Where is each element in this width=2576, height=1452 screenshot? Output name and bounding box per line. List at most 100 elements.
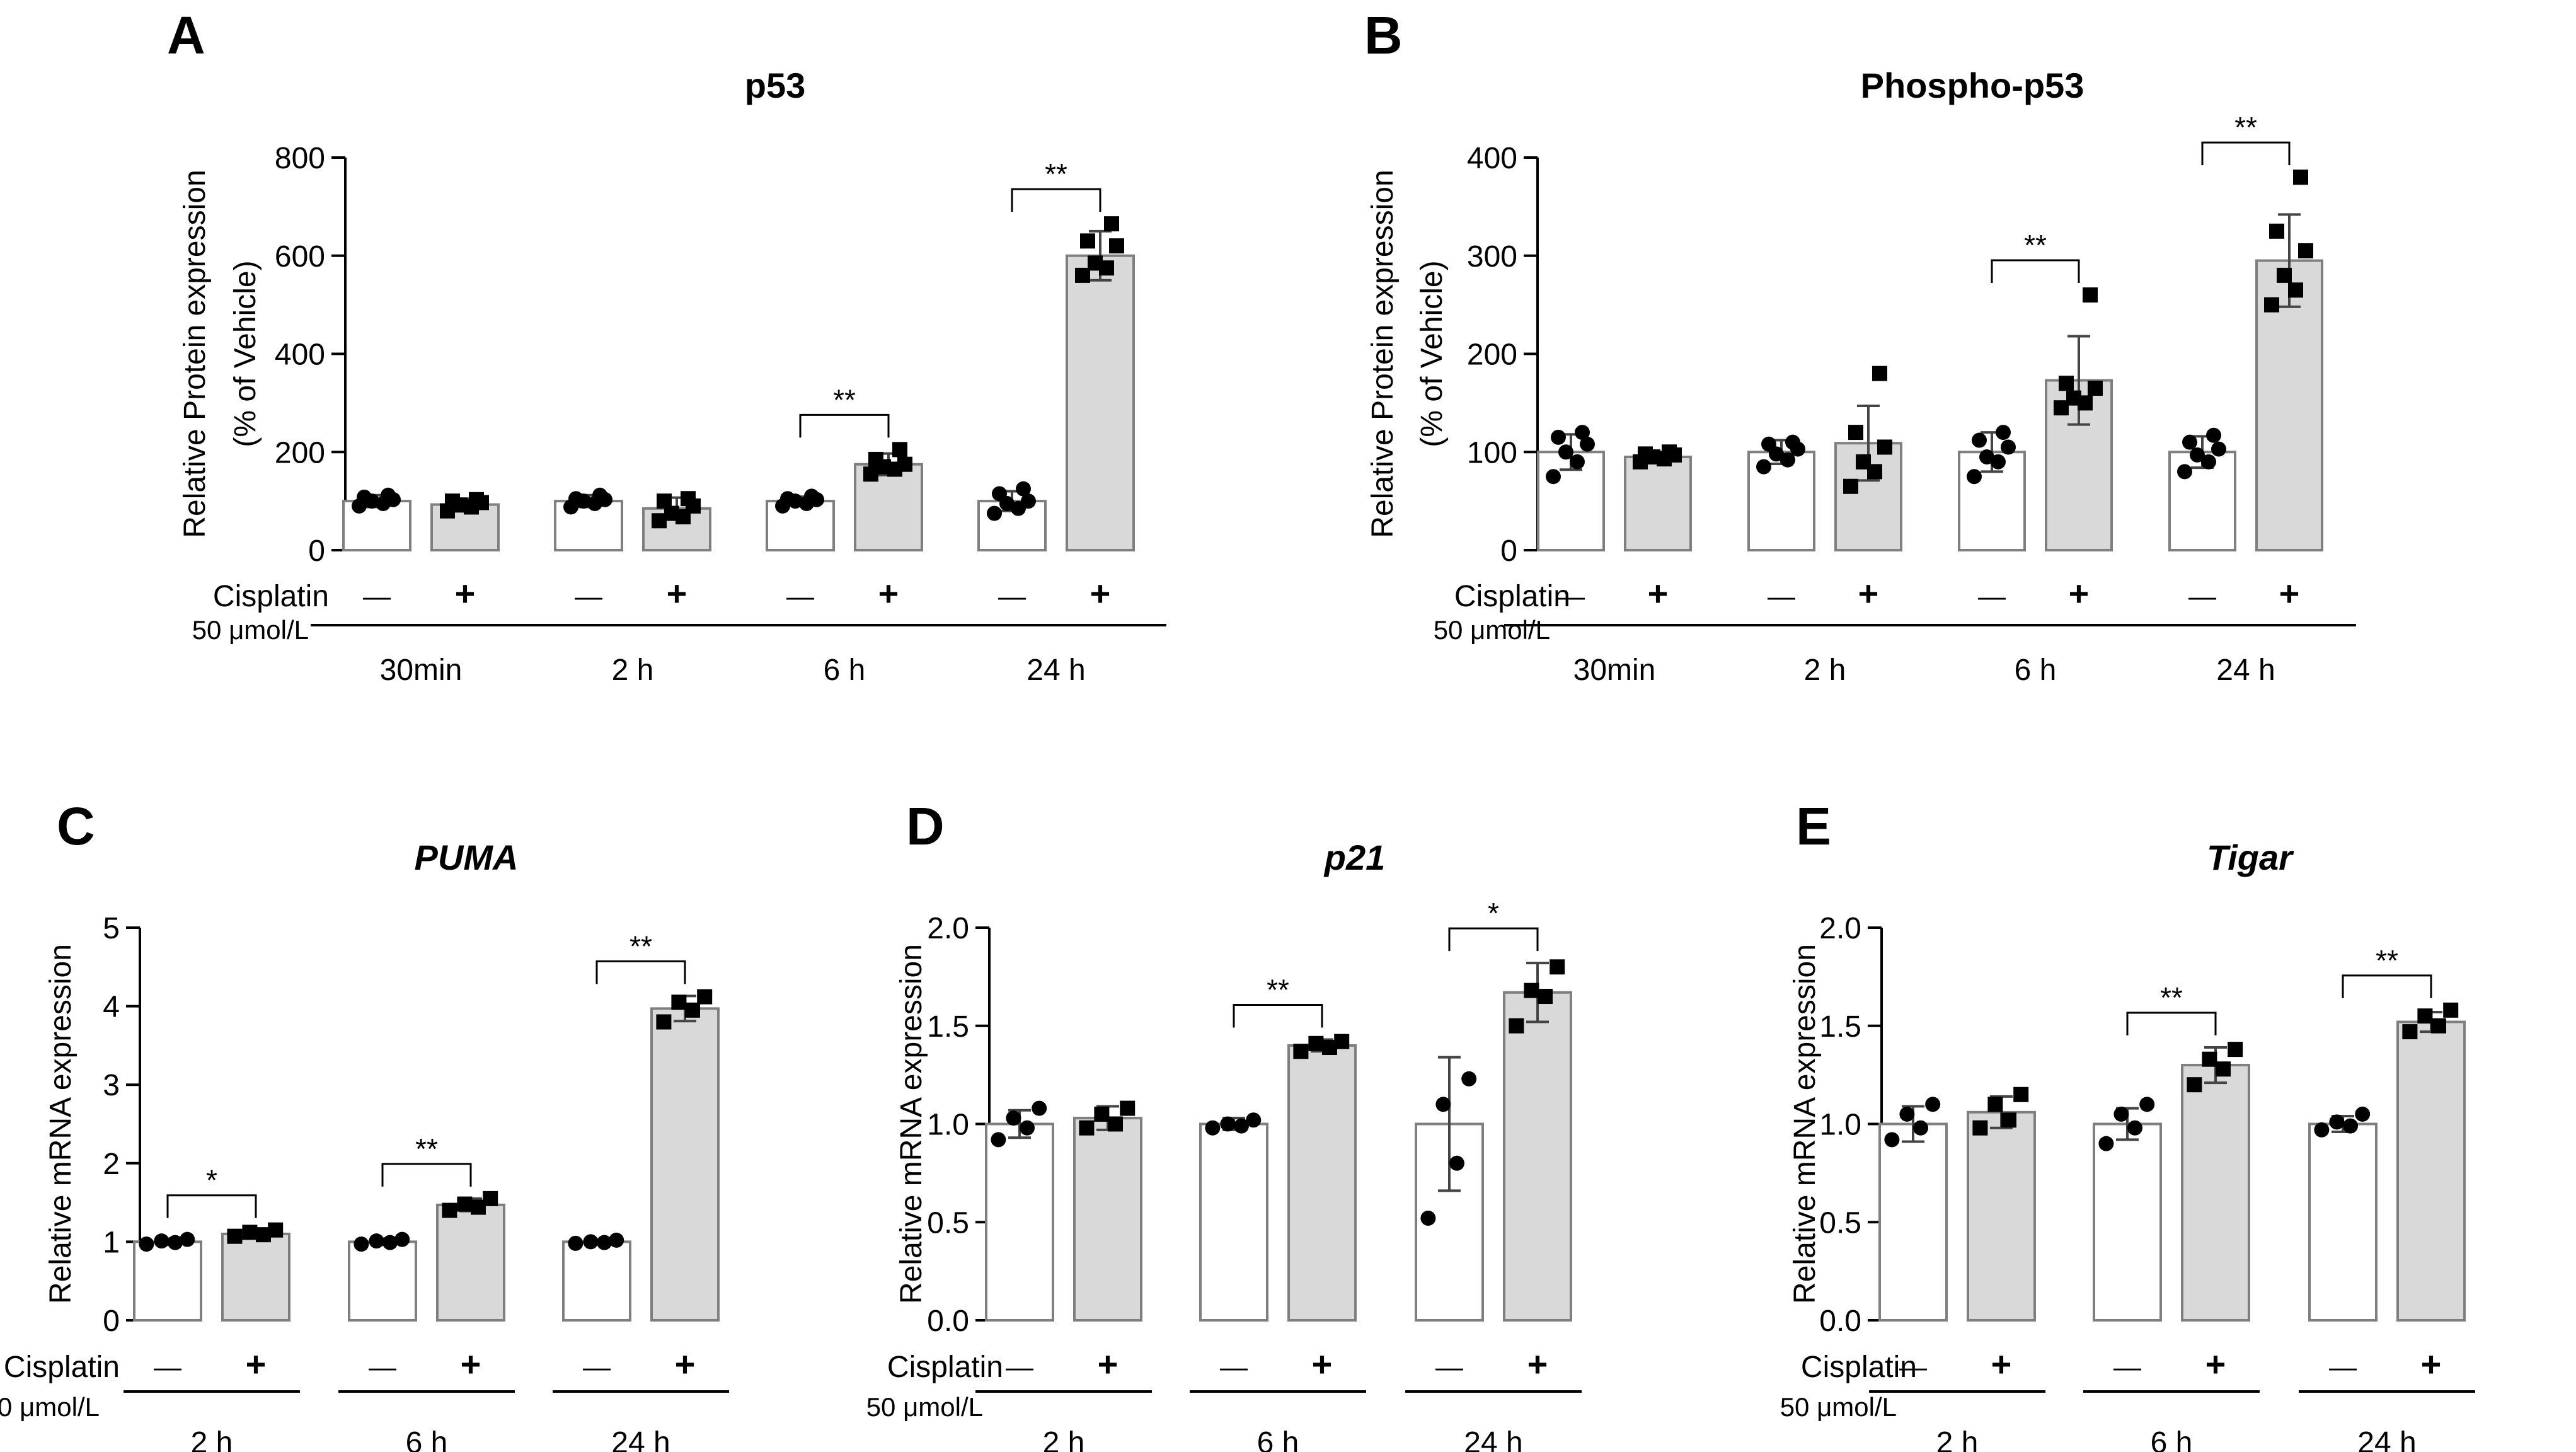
significance-bracket	[1233, 1004, 1323, 1028]
y-axis-label: Relative Protein expression	[178, 170, 212, 538]
data-point-vehicle	[154, 1233, 170, 1249]
data-point-vehicle	[2343, 1118, 2358, 1134]
y-tick-label: 0	[1500, 534, 1517, 568]
group-label: 6 h	[824, 654, 866, 687]
data-point-vehicle	[2127, 1120, 2142, 1136]
data-point-vehicle	[1246, 1112, 1262, 1128]
data-point-cisplatin	[2202, 1051, 2217, 1067]
data-point-vehicle	[2201, 454, 2216, 470]
data-point-cisplatin	[2277, 267, 2292, 283]
bar-vehicle	[1878, 1122, 1948, 1322]
data-point-cisplatin	[1638, 446, 1653, 462]
data-point-vehicle	[2001, 439, 2016, 455]
significance-bracket	[595, 960, 686, 984]
data-point-vehicle	[1761, 436, 1776, 452]
bar-vehicle	[1199, 1122, 1268, 1322]
bar-cisplatin	[221, 1232, 290, 1322]
bar-cisplatin	[1066, 254, 1135, 551]
plus-marker: +	[1098, 1344, 1118, 1384]
dose-label: 50 μmol/L	[866, 1392, 983, 1422]
bar-cisplatin	[1073, 1117, 1142, 1322]
y-axis-label: Relative Protein expression	[1366, 170, 1400, 538]
data-point-vehicle	[1205, 1120, 1221, 1136]
treatment-label: Cisplatin	[213, 580, 329, 613]
data-point-cisplatin	[1293, 1044, 1309, 1059]
y-axis-label: Relative mRNA expression	[895, 944, 928, 1304]
plus-marker: +	[1527, 1344, 1548, 1384]
y-tick-label: 2	[103, 1148, 120, 1181]
data-point-cisplatin	[2443, 1002, 2459, 1018]
minus-marker: —	[1978, 581, 2006, 612]
minus-marker: —	[1899, 1352, 1927, 1383]
minus-marker: —	[1006, 1352, 1033, 1383]
data-point-cisplatin	[483, 1190, 498, 1206]
data-point-vehicle	[168, 1235, 183, 1250]
data-point-vehicle	[1780, 452, 1795, 468]
data-point-cisplatin	[671, 994, 687, 1010]
data-point-cisplatin	[2066, 390, 2081, 406]
data-point-vehicle	[180, 1231, 195, 1247]
plus-marker: +	[2205, 1344, 2226, 1384]
panel-letter: C	[57, 797, 95, 856]
data-point-vehicle	[1756, 459, 1771, 475]
chart-title: Phospho-p53	[1861, 66, 2084, 105]
data-point-cisplatin	[657, 493, 672, 509]
data-point-cisplatin	[892, 442, 907, 458]
data-point-vehicle	[2139, 1097, 2155, 1112]
data-point-vehicle	[2206, 427, 2221, 443]
data-point-vehicle	[592, 487, 607, 503]
plus-marker: +	[2069, 573, 2090, 613]
minus-marker: —	[1557, 581, 1585, 612]
data-point-vehicle	[991, 1132, 1006, 1148]
data-point-cisplatin	[2013, 1086, 2029, 1102]
data-point-vehicle	[568, 491, 584, 507]
bar-cisplatin	[1624, 456, 1692, 551]
data-point-cisplatin	[2417, 1008, 2433, 1024]
data-point-vehicle	[357, 489, 372, 505]
minus-marker: —	[369, 1352, 396, 1383]
data-point-vehicle	[369, 1233, 384, 1249]
bar-vehicle	[133, 1240, 202, 1322]
group-label: 2 h	[612, 654, 654, 687]
data-point-cisplatin	[1088, 255, 1103, 271]
y-tick-label: 0.5	[927, 1206, 969, 1240]
treatment-label: Cisplatin	[1801, 1351, 1917, 1384]
data-point-vehicle	[1967, 469, 1982, 485]
group-label: 24 h	[1026, 654, 1085, 687]
data-point-cisplatin	[2264, 297, 2279, 313]
data-point-vehicle	[1979, 449, 1994, 465]
data-point-cisplatin	[868, 451, 883, 467]
minus-marker: —	[154, 1352, 181, 1383]
data-point-cisplatin	[1109, 238, 1124, 254]
bar-vehicle	[2093, 1122, 2162, 1322]
data-point-cisplatin	[2298, 243, 2313, 258]
bar-vehicle	[562, 1240, 631, 1322]
y-tick-label: 200	[275, 436, 325, 470]
data-point-cisplatin	[1987, 1097, 2003, 1112]
chart-title: PUMA	[415, 838, 519, 877]
data-point-vehicle	[2329, 1114, 2345, 1130]
data-point-cisplatin	[2431, 1018, 2446, 1034]
data-point-cisplatin	[1334, 1034, 1350, 1049]
data-point-cisplatin	[697, 989, 713, 1005]
significance-label: **	[1045, 158, 1067, 190]
significance-bracket	[381, 1163, 472, 1187]
plus-marker: +	[667, 573, 687, 613]
group-label: 6 h	[2015, 654, 2057, 687]
y-tick-label: 0.0	[1819, 1305, 1861, 1338]
y-tick-label: 400	[1467, 142, 1517, 175]
significance-label: **	[2234, 111, 2257, 144]
dose-label: 50 μmol/L	[0, 1392, 100, 1422]
plus-marker: +	[461, 1344, 481, 1384]
data-point-cisplatin	[1877, 439, 1892, 455]
significance-label: **	[1267, 974, 1289, 1006]
data-point-vehicle	[1220, 1116, 1236, 1132]
y-tick-label: 0	[308, 534, 325, 568]
panel-c: C PUMA 0 1 2 3 4 5 Relative mRNA expression Cispl…	[0, 797, 729, 1452]
minus-marker: —	[583, 1352, 611, 1383]
significance-bracket	[2126, 1011, 2217, 1036]
data-point-vehicle	[139, 1236, 154, 1252]
group-label: 30min	[380, 654, 463, 687]
significance-bracket	[1011, 188, 1101, 212]
